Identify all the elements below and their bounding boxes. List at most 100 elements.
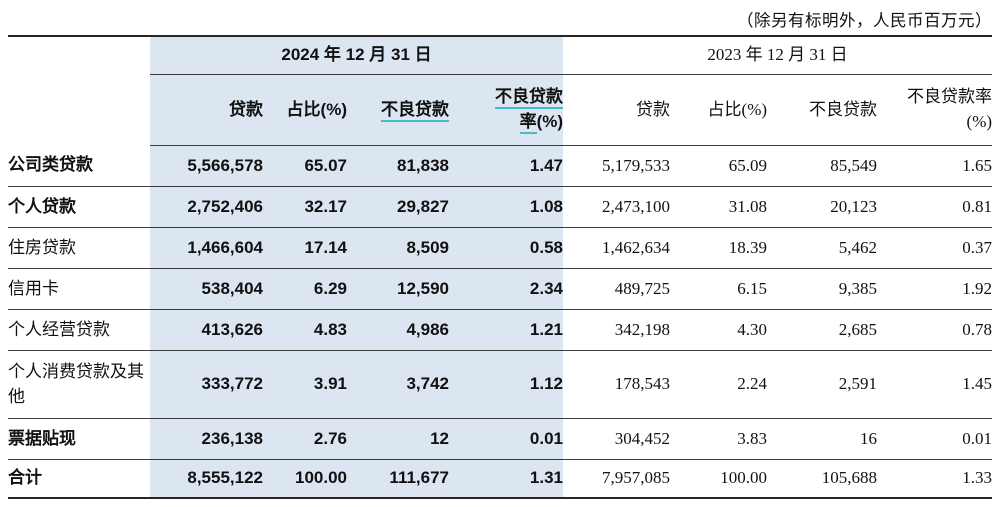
cell-2023-npl-ratio: 0.81 bbox=[877, 186, 993, 228]
col-header-2023-loans: 贷款 bbox=[563, 74, 671, 146]
row-label: 票据贴现 bbox=[8, 418, 150, 460]
col-header-2024-npl: 不良贷款 bbox=[347, 74, 449, 146]
cell-2024-npl-ratio: 1.08 bbox=[449, 186, 564, 228]
cell-2024-npl-ratio: 1.21 bbox=[449, 309, 564, 351]
col-header-2024-npl-ratio: 不良贷款 率(%) bbox=[449, 74, 564, 146]
cell-2023-loans: 304,452 bbox=[563, 418, 671, 460]
cell-2024-share: 32.17 bbox=[263, 186, 347, 228]
period-header-2023: 2023 年 12 月 31 日 bbox=[563, 35, 993, 75]
npl-ratio-2023-line1: 不良贷款率 bbox=[907, 87, 993, 107]
cell-2023-npl-ratio: 0.37 bbox=[877, 227, 993, 269]
cell-2023-npl-ratio: 0.01 bbox=[877, 418, 993, 460]
table-row-personal-business-loans: 个人经营贷款 413,626 4.83 4,986 1.21 342,198 4… bbox=[8, 309, 993, 351]
cell-2024-loans: 2,752,406 bbox=[150, 186, 263, 228]
table-row-personal-consumption-loans: 个人消费贷款及其他 333,772 3.91 3,742 1.12 178,54… bbox=[8, 350, 993, 419]
table-row-personal-loans: 个人贷款 2,752,406 32.17 29,827 1.08 2,473,1… bbox=[8, 186, 993, 228]
row-label: 公司类贷款 bbox=[8, 145, 150, 187]
col-header-2023-npl: 不良贷款 bbox=[767, 74, 878, 146]
cell-2023-npl: 5,462 bbox=[767, 227, 878, 269]
npl-ratio-line2: 率(%) bbox=[449, 110, 563, 135]
cell-2023-loans: 489,725 bbox=[563, 268, 671, 310]
cell-2024-npl: 81,838 bbox=[347, 145, 449, 187]
cell-2024-share: 6.29 bbox=[263, 268, 347, 310]
loans-table: 2024 年 12 月 31 日 2023 年 12 月 31 日 贷款 占比(… bbox=[8, 35, 993, 499]
cell-2023-npl: 2,591 bbox=[767, 350, 878, 419]
cell-2024-npl: 3,742 bbox=[347, 350, 449, 419]
row-label: 个人经营贷款 bbox=[8, 309, 150, 351]
cell-2024-loans: 236,138 bbox=[150, 418, 263, 460]
column-header-row: 贷款 占比(%) 不良贷款 不良贷款 率(%) 贷款 占比(%) 不良贷款 不良… bbox=[8, 74, 993, 146]
cell-2024-npl: 4,986 bbox=[347, 309, 449, 351]
cell-2023-loans: 2,473,100 bbox=[563, 186, 671, 228]
cell-2023-loans: 5,179,533 bbox=[563, 145, 671, 187]
cell-2024-share: 100.00 bbox=[263, 459, 347, 499]
cell-2024-npl: 111,677 bbox=[347, 459, 449, 499]
col-header-2024-share: 占比(%) bbox=[263, 74, 347, 146]
cell-2024-npl: 8,509 bbox=[347, 227, 449, 269]
cell-2023-npl-ratio: 1.92 bbox=[877, 268, 993, 310]
cell-2023-share: 4.30 bbox=[670, 309, 768, 351]
col-header-2024-npl-label: 不良贷款 bbox=[381, 99, 449, 122]
cell-2023-share: 65.09 bbox=[670, 145, 768, 187]
cell-2024-loans: 5,566,578 bbox=[150, 145, 263, 187]
unit-note: （除另有标明外，人民币百万元） bbox=[737, 11, 992, 30]
col-header-2024-loans: 贷款 bbox=[150, 74, 263, 146]
cell-2023-loans: 342,198 bbox=[563, 309, 671, 351]
cell-2023-npl: 20,123 bbox=[767, 186, 878, 228]
npl-ratio-line2-cn: 率 bbox=[519, 112, 537, 134]
cell-2023-share: 3.83 bbox=[670, 418, 768, 460]
cell-2024-npl-ratio: 1.12 bbox=[449, 350, 564, 419]
cell-2023-share: 2.24 bbox=[670, 350, 768, 419]
cell-2024-npl: 29,827 bbox=[347, 186, 449, 228]
cell-2024-npl-ratio: 0.01 bbox=[449, 418, 564, 460]
cell-2023-share: 31.08 bbox=[670, 186, 768, 228]
cell-2024-npl-ratio: 0.58 bbox=[449, 227, 564, 269]
cell-2024-npl-ratio: 2.34 bbox=[449, 268, 564, 310]
cell-2023-loans: 178,543 bbox=[563, 350, 671, 419]
cell-2024-share: 3.91 bbox=[263, 350, 347, 419]
cell-2024-share: 4.83 bbox=[263, 309, 347, 351]
column-header-spacer bbox=[8, 75, 150, 146]
cell-2023-npl-ratio: 1.33 bbox=[877, 459, 993, 499]
npl-ratio-line2-pct: (%) bbox=[536, 112, 564, 131]
cell-2024-share: 17.14 bbox=[263, 227, 347, 269]
table-row-discounted-bills: 票据贴现 236,138 2.76 12 0.01 304,452 3.83 1… bbox=[8, 418, 993, 460]
cell-2023-share: 6.15 bbox=[670, 268, 768, 310]
cell-2024-share: 2.76 bbox=[263, 418, 347, 460]
cell-2023-npl: 105,688 bbox=[767, 459, 878, 499]
table-row-corporate-loans: 公司类贷款 5,566,578 65.07 81,838 1.47 5,179,… bbox=[8, 145, 993, 187]
cell-2023-npl-ratio: 1.65 bbox=[877, 145, 993, 187]
cell-2023-npl-ratio: 0.78 bbox=[877, 309, 993, 351]
cell-2024-loans: 8,555,122 bbox=[150, 459, 263, 499]
cell-2023-npl-ratio: 1.45 bbox=[877, 350, 993, 419]
npl-ratio-2023-line2: (%) bbox=[966, 112, 993, 131]
col-header-2023-npl-ratio: 不良贷款率 (%) bbox=[877, 74, 993, 146]
col-header-2023-share: 占比(%) bbox=[670, 74, 768, 146]
cell-2024-loans: 413,626 bbox=[150, 309, 263, 351]
row-label: 个人贷款 bbox=[8, 186, 150, 228]
table-row-housing-loans: 住房贷款 1,466,604 17.14 8,509 0.58 1,462,63… bbox=[8, 227, 993, 269]
table-row-total: 合计 8,555,122 100.00 111,677 1.31 7,957,0… bbox=[8, 459, 993, 499]
cell-2023-loans: 1,462,634 bbox=[563, 227, 671, 269]
row-label: 信用卡 bbox=[8, 268, 150, 310]
cell-2023-loans: 7,957,085 bbox=[563, 459, 671, 499]
cell-2024-loans: 333,772 bbox=[150, 350, 263, 419]
row-label: 个人消费贷款及其他 bbox=[8, 350, 150, 419]
cell-2024-share: 65.07 bbox=[263, 145, 347, 187]
period-header-row: 2024 年 12 月 31 日 2023 年 12 月 31 日 bbox=[8, 35, 993, 75]
row-label: 合计 bbox=[8, 459, 150, 499]
cell-2024-npl: 12,590 bbox=[347, 268, 449, 310]
npl-ratio-line1-text: 不良贷款 bbox=[495, 87, 564, 110]
cell-2024-loans: 1,466,604 bbox=[150, 227, 263, 269]
cell-2023-share: 100.00 bbox=[670, 459, 768, 499]
cell-2023-npl: 85,549 bbox=[767, 145, 878, 187]
cell-2024-npl-ratio: 1.31 bbox=[449, 459, 564, 499]
cell-2023-npl: 2,685 bbox=[767, 309, 878, 351]
period-header-spacer bbox=[8, 35, 150, 75]
row-label: 住房贷款 bbox=[8, 227, 150, 269]
cell-2024-npl: 12 bbox=[347, 418, 449, 460]
period-header-2024: 2024 年 12 月 31 日 bbox=[150, 35, 564, 75]
cell-2023-npl: 9,385 bbox=[767, 268, 878, 310]
cell-2023-npl: 16 bbox=[767, 418, 878, 460]
